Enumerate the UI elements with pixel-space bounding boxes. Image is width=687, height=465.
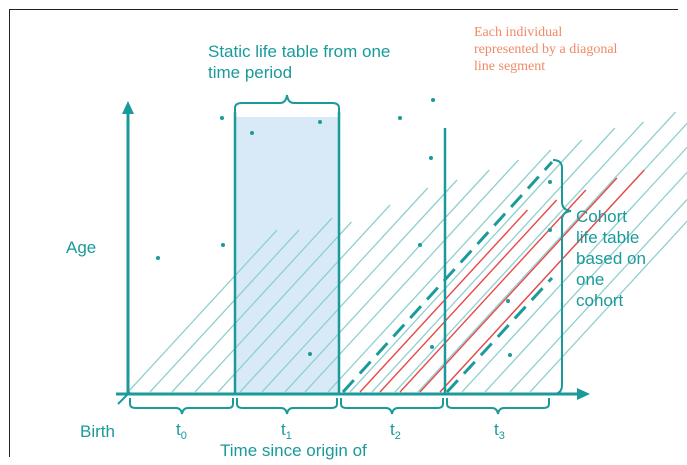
cohort-brace — [552, 159, 572, 395]
individual-line — [509, 198, 687, 393]
cohort-table-label: Cohort life table based on one cohort — [576, 207, 646, 310]
individual-line — [261, 179, 458, 393]
individual-point — [250, 131, 254, 135]
individual-point — [418, 243, 422, 247]
cohort-line — [379, 199, 558, 393]
individual-point — [548, 228, 552, 232]
individual-line — [304, 159, 519, 393]
individual-point — [431, 98, 435, 102]
individual-line — [349, 139, 583, 393]
cohort-line — [419, 177, 618, 393]
cohort-line — [359, 209, 528, 393]
cohort-line — [399, 189, 587, 393]
individual-line — [394, 121, 644, 393]
individual-point — [508, 353, 512, 357]
individual-note: Each individual represented by a diagona… — [474, 25, 618, 74]
x-axis-label: Time since origin of — [220, 441, 367, 460]
cohort-boundary-upper — [341, 160, 554, 394]
cohort-line — [439, 169, 645, 393]
individual-points — [156, 98, 552, 357]
individual-point — [398, 116, 402, 120]
individual-line — [439, 122, 687, 393]
y-axis-label: Age — [66, 238, 97, 257]
period-label-t3: t3 — [494, 420, 505, 442]
cohort-lines — [359, 169, 645, 393]
individual-point — [221, 243, 225, 247]
individual-point — [548, 180, 552, 184]
individual-lines — [127, 111, 687, 393]
individual-point — [308, 352, 312, 356]
individual-line — [461, 146, 687, 393]
cohort-boundary-lower — [445, 276, 554, 394]
individual-line — [371, 127, 616, 393]
individual-point — [506, 299, 510, 303]
individual-line — [194, 221, 352, 393]
y-axis-arrow — [122, 101, 134, 114]
individual-line — [484, 171, 687, 393]
individual-point — [430, 345, 434, 349]
figure-frame — [9, 9, 678, 457]
individual-point — [429, 156, 433, 160]
period-label-t2: t2 — [390, 420, 401, 442]
individual-point — [220, 116, 224, 120]
individual-line — [149, 229, 300, 393]
individual-line — [171, 217, 333, 393]
period-braces — [129, 398, 550, 415]
individual-line — [284, 169, 490, 393]
origin-label: Birth — [80, 422, 115, 441]
individual-line — [529, 220, 687, 393]
period-label-t1: t1 — [281, 420, 292, 442]
individual-line — [239, 187, 429, 393]
individual-point — [156, 256, 160, 260]
x-axis-arrow — [577, 388, 590, 400]
individual-line — [217, 204, 391, 393]
individual-point — [318, 120, 322, 124]
static-period-highlight — [235, 117, 339, 393]
static-table-label: Static life table from one time period — [208, 42, 391, 82]
individual-line — [327, 149, 552, 393]
individual-line — [127, 229, 278, 393]
static-brace — [234, 94, 340, 116]
origin-tick — [117, 391, 131, 405]
individual-line — [417, 111, 677, 393]
period-label-t0: t0 — [176, 420, 187, 442]
